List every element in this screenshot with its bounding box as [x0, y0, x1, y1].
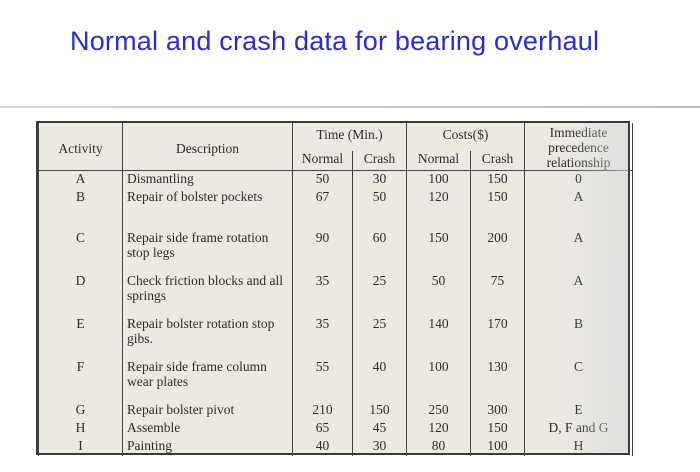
- header-cost-crash: Crash: [470, 150, 526, 171]
- cell-cost-normal: 150: [406, 230, 472, 274]
- cell-cost-normal: 100: [406, 170, 472, 189]
- bearing-overhaul-table: Activity Description Time (Min.) Costs($…: [36, 121, 634, 456]
- cell-activity: E: [38, 316, 123, 359]
- header-time-crash: Crash: [351, 150, 408, 171]
- cell-time-crash: 50: [351, 188, 408, 231]
- table-row-b: B Repair of bolster pockets 67 50 120 15…: [38, 188, 634, 231]
- cell-cost-normal: 120: [406, 188, 472, 231]
- slide-title: Normal and crash data for bearing overha…: [70, 26, 600, 56]
- slide-divider: [0, 106, 700, 108]
- cell-cost-crash: 100: [470, 437, 526, 456]
- cell-cost-crash: 130: [470, 358, 526, 402]
- header-activity: Activity: [38, 123, 123, 171]
- cell-time-normal: 40: [292, 437, 353, 456]
- cell-description: Painting: [122, 437, 293, 456]
- cell-activity: D: [38, 273, 123, 317]
- cell-cost-normal: 140: [406, 316, 472, 359]
- cell-cost-normal: 80: [406, 437, 472, 456]
- cell-time-crash: 30: [351, 170, 408, 189]
- cell-time-crash: 25: [351, 273, 408, 317]
- cell-activity: I: [38, 437, 123, 456]
- cell-description: Check friction blocks and all springs: [122, 273, 293, 317]
- table-row-c: C Repair side frame rotation stop legs 9…: [38, 230, 634, 274]
- table-row-a: A Dismantling 50 30 100 150 0: [38, 169, 634, 189]
- cell-cost-crash: 200: [470, 230, 526, 274]
- cell-description: Repair side frame rotation stop legs: [122, 230, 293, 274]
- cell-activity: F: [38, 358, 123, 402]
- header-time-group: Time (Min.): [291, 123, 408, 151]
- cell-precedence: H: [524, 437, 634, 456]
- header-cost-normal: Normal: [406, 150, 472, 171]
- header-precedence-line-1: Immediate: [549, 125, 608, 140]
- table-row-h: H Assemble 65 45 120 150 D, F and G: [38, 419, 634, 438]
- cell-activity: C: [38, 230, 123, 274]
- cell-cost-normal: 50: [406, 273, 472, 317]
- cell-description: Repair of bolster pockets: [122, 188, 293, 231]
- data-table: Activity Description Time (Min.) Costs($…: [38, 123, 634, 456]
- cell-time-normal: 35: [292, 273, 353, 317]
- table-row-e: E Repair bolster rotation stop gibs. 35 …: [38, 316, 634, 359]
- cell-precedence: A: [524, 230, 634, 274]
- table-row-f: F Repair side frame column wear plates 5…: [38, 358, 634, 402]
- cell-time-crash: 150: [351, 401, 408, 420]
- cell-cost-normal: 100: [406, 358, 472, 402]
- header-time-normal: Normal: [292, 150, 353, 171]
- cell-time-normal: 35: [292, 316, 353, 359]
- cell-activity: G: [38, 401, 123, 420]
- cell-precedence: A: [524, 188, 634, 231]
- cell-precedence: C: [524, 358, 634, 402]
- cell-description: Repair side frame column wear plates: [122, 358, 293, 402]
- cell-time-crash: 30: [351, 437, 408, 456]
- header-precedence-line-2: precedence: [548, 140, 609, 155]
- cell-precedence: E: [524, 401, 634, 420]
- cell-description: Dismantling: [122, 169, 293, 189]
- header-precedence-line-3: relationship: [546, 155, 611, 170]
- cell-time-normal: 55: [292, 358, 353, 402]
- cell-time-crash: 40: [351, 358, 408, 402]
- table-row-g: G Repair bolster pivot 210 150 250 300 E: [38, 401, 634, 420]
- cell-precedence: B: [524, 316, 634, 359]
- cell-cost-crash: 150: [470, 419, 526, 438]
- cell-cost-crash: 150: [470, 188, 526, 231]
- cell-precedence: D, F and G: [524, 419, 634, 438]
- table-row-i: I Painting 40 30 80 100 H: [38, 437, 634, 456]
- cell-cost-crash: 150: [470, 170, 526, 189]
- cell-cost-normal: 250: [406, 401, 472, 420]
- cell-cost-crash: 300: [470, 401, 526, 420]
- cell-time-crash: 60: [351, 230, 408, 274]
- header-costs-group: Costs($): [406, 123, 526, 151]
- cell-time-normal: 210: [292, 401, 353, 420]
- cell-cost-normal: 120: [406, 419, 472, 438]
- cell-time-crash: 25: [351, 316, 408, 359]
- cell-time-normal: 50: [292, 170, 353, 189]
- header-precedence: Immediate precedence relationship: [524, 123, 634, 171]
- cell-activity: H: [38, 419, 123, 438]
- cell-time-crash: 45: [351, 419, 408, 438]
- cell-description: Assemble: [122, 419, 293, 438]
- cell-time-normal: 65: [292, 419, 353, 438]
- cell-description: Repair bolster pivot: [122, 401, 293, 420]
- cell-activity: B: [38, 188, 123, 231]
- header-description: Description: [122, 123, 293, 171]
- table-row-d: D Check friction blocks and all springs …: [38, 273, 634, 317]
- cell-time-normal: 67: [292, 188, 353, 231]
- cell-description: Repair bolster rotation stop gibs.: [122, 316, 293, 359]
- cell-precedence: 0: [524, 170, 634, 189]
- cell-cost-crash: 75: [470, 273, 526, 317]
- cell-cost-crash: 170: [470, 316, 526, 359]
- cell-time-normal: 90: [292, 230, 353, 274]
- cell-precedence: A: [524, 273, 634, 317]
- cell-activity: A: [38, 169, 123, 189]
